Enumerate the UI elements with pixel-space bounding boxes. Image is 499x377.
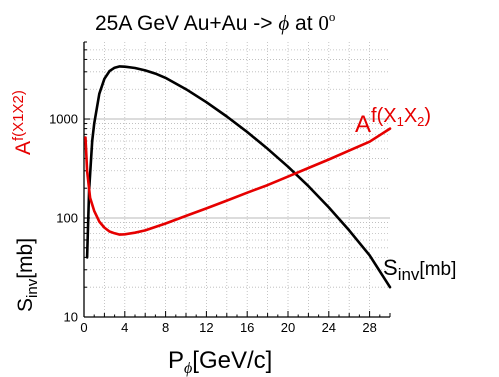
title-at: at bbox=[289, 12, 318, 35]
x-label-sub: ϕ bbox=[184, 360, 192, 377]
y-red-A: A bbox=[12, 141, 35, 155]
x-tick-label: 12 bbox=[199, 320, 213, 335]
chart-title: 25A GeV Au+Au -> ϕ at 0o bbox=[95, 9, 335, 35]
y-black-sub: inv bbox=[24, 278, 41, 298]
x-tick-label: 20 bbox=[281, 320, 295, 335]
red-label-x: X bbox=[404, 105, 417, 127]
x-tick-label: 4 bbox=[121, 320, 128, 335]
title-main: 25A GeV Au+Au -> bbox=[95, 12, 278, 35]
red-label-f: f(X bbox=[371, 105, 397, 127]
x-tick-label: 24 bbox=[322, 320, 336, 335]
red-label-close: ) bbox=[424, 105, 431, 127]
x-axis-label: Pϕ[GeV/c] bbox=[168, 347, 272, 377]
y-axis-label-black: Sinv[mb] bbox=[14, 238, 41, 312]
y-black-S: S bbox=[14, 298, 37, 312]
grid bbox=[84, 42, 390, 317]
x-tick-label: 8 bbox=[162, 320, 169, 335]
black-label-sub: inv bbox=[398, 265, 420, 284]
x-label-main: P bbox=[168, 347, 184, 374]
series-line-black bbox=[85, 65, 392, 289]
x-tick-label: 16 bbox=[240, 320, 254, 335]
black-label-unit: [mb] bbox=[419, 259, 456, 280]
red-label-s1: 1 bbox=[397, 114, 404, 129]
red-series-label: Af(X1X2) bbox=[355, 105, 431, 138]
red-label-A: A bbox=[355, 111, 371, 138]
x-tick-labels: 0 4 8 12 16 20 24 28 bbox=[80, 320, 376, 335]
black-label-S: S bbox=[383, 255, 398, 280]
y-red-sup: f(X1X2) bbox=[10, 90, 27, 141]
axes bbox=[83, 41, 391, 318]
y-axis-label-red: Af(X1X2) bbox=[10, 90, 35, 155]
title-phi: ϕ bbox=[278, 11, 289, 35]
x-tick-label: 0 bbox=[80, 320, 87, 335]
series-line-red bbox=[84, 127, 392, 236]
title-angle-sup: o bbox=[329, 9, 336, 24]
title-angle: 0 bbox=[318, 11, 329, 35]
black-series-label: Sinv[mb] bbox=[383, 255, 456, 284]
red-label-s2: 2 bbox=[417, 114, 424, 129]
y-tick-labels: 10 100 1000 bbox=[49, 112, 78, 325]
x-tick-label: 28 bbox=[362, 320, 376, 335]
y-black-unit: [mb] bbox=[14, 238, 37, 279]
y-tick-label: 100 bbox=[56, 211, 78, 226]
y-tick-label: 1000 bbox=[49, 112, 78, 127]
x-label-unit: [GeV/c] bbox=[192, 347, 272, 374]
y-tick-label: 10 bbox=[64, 310, 78, 325]
series-group bbox=[84, 65, 392, 289]
